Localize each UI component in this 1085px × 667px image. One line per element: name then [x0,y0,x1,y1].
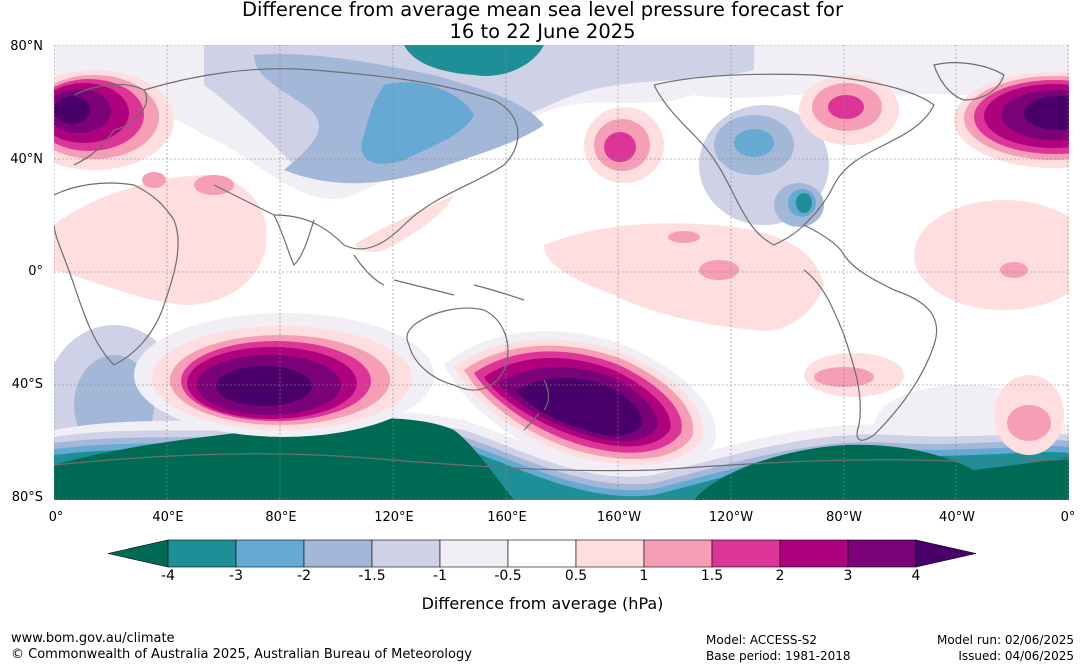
anomaly-europe-positive [54,70,174,170]
colorbar-segment [643,539,713,568]
colorbar-tick: -1 [433,568,447,584]
copyright-text: © Commonwealth of Australia 2025, Austra… [11,647,472,662]
colorbar-tick: -2 [297,568,311,584]
colorbar-arrow-high [915,539,977,568]
model-run-text: Model run: 02/06/2025 [936,633,1074,647]
lon-label-0: 0° [48,510,64,525]
lon-label-120e: 120°E [374,510,414,525]
lon-label-0-end: 0° [1060,510,1076,525]
colorbar-segment [371,539,441,568]
colorbar-tick: -3 [229,568,243,584]
lat-label-equator: 0° [28,264,43,279]
base-period-text: Base period: 1981-2018 [706,649,851,663]
anomaly-southern-ocean-negative [54,409,1069,500]
anomaly-indian-ocean-positive [134,313,434,437]
lon-label-40e: 40°E [152,510,184,525]
anomaly-north-america-negative [699,105,829,227]
colorbar-tick: 0.5 [564,568,588,584]
colorbar-segments [107,539,977,568]
colorbar [107,539,977,568]
issued-text: Issued: 04/06/2025 [958,649,1074,663]
map-title-line-2: 16 to 22 June 2025 [449,20,636,43]
colorbar-tick: 3 [843,568,853,584]
lon-label-80w: 80°W [826,510,862,525]
colorbar-tick: -4 [161,568,175,584]
model-text: Model: ACCESS-S2 [706,633,818,647]
lat-label-80s: 80°S [11,490,43,505]
lon-label-160e: 160°E [487,510,527,525]
map-title-line-1: Difference from average mean sea level p… [242,0,843,21]
lat-label-80n: 80°N [10,39,43,54]
colorbar-tick: 1.5 [700,568,724,584]
colorbar-tick: 4 [911,568,921,584]
lat-label-40n: 40°N [10,152,43,167]
colorbar-segment [779,539,849,568]
colorbar-tick: 2 [775,568,785,584]
colorbar-segment [167,539,237,568]
colorbar-segment [235,539,305,568]
lon-label-120w: 120°W [708,510,754,525]
graticule [54,45,1069,500]
colorbar-arrow-low [107,539,169,568]
colorbar-segment [507,539,577,568]
colorbar-segment [575,539,645,568]
anomaly-north-negative [54,45,1069,200]
anomaly-north-pacific-positive [584,107,664,183]
coastlines [54,62,1069,472]
colorbar-segment [711,539,781,568]
colorbar-tick: -0.5 [494,568,522,584]
website-text: www.bom.gov.au/climate [11,631,175,646]
colorbar-label: Difference from average (hPa) [421,594,664,613]
colorbar-tick: 1 [639,568,649,584]
lon-label-40w: 40°W [939,510,975,525]
colorbar-segment [439,539,509,568]
anomaly-tropical-positive [54,172,1069,455]
anomaly-hudson-bay-positive [799,75,899,145]
lon-label-160w: 160°W [596,510,642,525]
lat-label-40s: 40°S [11,377,43,392]
anomaly-new-zealand-positive [444,331,716,474]
colorbar-segment [303,539,373,568]
colorbar-tick: -1.5 [358,568,386,584]
colorbar-segment [847,539,917,568]
pressure-anomaly-map [54,45,1069,500]
lon-label-80e: 80°E [265,510,297,525]
